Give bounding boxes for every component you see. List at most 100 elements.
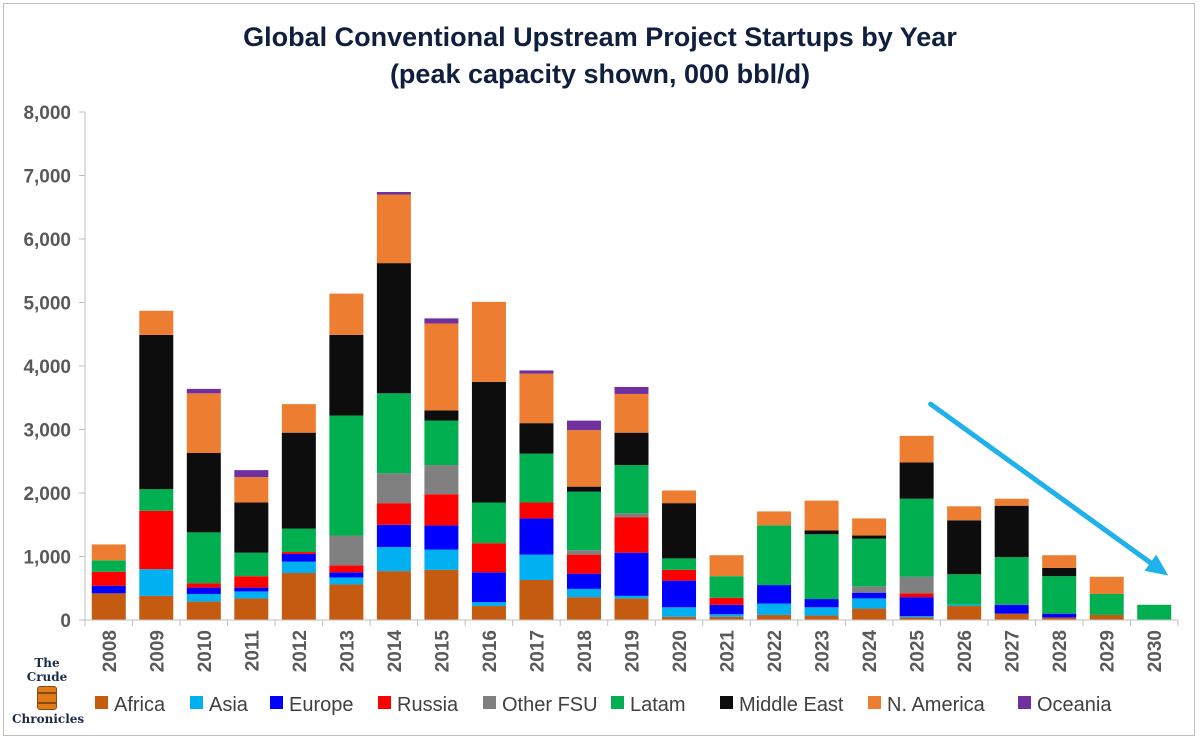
brand-line-2: Chronicles xyxy=(12,712,85,726)
y-axis: 0 1,000 2,000 3,000 4,000 5,000 6,000 7,000 8,00… xyxy=(23,103,86,632)
bar-segment xyxy=(709,555,744,577)
arrow-head xyxy=(1144,554,1169,576)
bar-segment xyxy=(424,323,459,411)
bar-segment xyxy=(1089,576,1124,594)
bar-segment xyxy=(471,572,506,603)
bar-segment xyxy=(852,598,887,609)
x-tick-label: 2028 xyxy=(1050,630,1071,672)
bar-segment xyxy=(329,584,364,620)
bar-segment xyxy=(329,293,364,335)
legend: Africa Asia Europe Russia Other FSU Latam Midd… xyxy=(95,694,1112,716)
bar-segment xyxy=(1089,614,1124,620)
x-tick-label: 2027 xyxy=(1003,630,1024,672)
bar-segment xyxy=(566,588,601,598)
legend-swatch xyxy=(720,696,733,709)
x-tick-label: 2016 xyxy=(480,630,501,672)
bar-segment xyxy=(376,503,411,525)
x-tick-label: 2008 xyxy=(100,630,121,672)
bar-segment xyxy=(1042,555,1077,568)
bar-segment xyxy=(1042,617,1077,620)
bar-segment xyxy=(994,498,1029,506)
bar-segment xyxy=(329,577,364,585)
bar-segment xyxy=(424,420,459,466)
bars xyxy=(91,192,1172,620)
bar-segment xyxy=(424,465,459,495)
bar-segment xyxy=(234,502,269,553)
x-tick-label: 2009 xyxy=(147,630,168,672)
bar-segment xyxy=(852,535,887,539)
bar-segment xyxy=(1089,593,1124,615)
bar-segment xyxy=(91,560,126,572)
bar-segment xyxy=(709,576,744,598)
y-tick-label: 6,000 xyxy=(23,230,71,251)
x-tick-label: 2025 xyxy=(908,630,929,673)
bar-segment xyxy=(947,520,982,575)
bar-segment xyxy=(234,470,269,478)
bar-segment xyxy=(614,432,649,466)
x-tick-label: 2010 xyxy=(195,630,216,672)
y-tick-label: 7,000 xyxy=(23,167,71,188)
bar-segment xyxy=(662,558,697,570)
bar-segment xyxy=(376,546,411,572)
bar-segment xyxy=(519,579,554,620)
bar-segment xyxy=(376,473,411,504)
bar-segment xyxy=(376,263,411,394)
oil-barrel-icon xyxy=(37,686,57,710)
bar-segment xyxy=(329,535,364,566)
bar-segment xyxy=(899,576,934,594)
legend-label: Russia xyxy=(397,694,459,716)
bar-segment xyxy=(947,574,982,605)
bar-segment xyxy=(186,532,221,584)
x-tick-label: 2026 xyxy=(955,630,976,672)
x-tick-label: 2017 xyxy=(527,630,548,672)
bar-segment xyxy=(186,393,221,453)
bar-segment xyxy=(614,465,649,514)
bar-segment xyxy=(519,554,554,580)
legend-label: Middle East xyxy=(739,694,844,716)
bar-segment xyxy=(376,192,411,195)
bar-segment xyxy=(471,381,506,503)
bar-segment xyxy=(329,334,364,416)
x-tick-label: 2021 xyxy=(718,630,739,673)
x-tick-label: 2012 xyxy=(290,630,311,672)
bar-segment xyxy=(186,452,221,533)
bar-segment xyxy=(471,606,506,620)
x-tick-label: 2018 xyxy=(575,630,596,672)
bar-segment xyxy=(662,607,697,617)
bar-segment xyxy=(566,597,601,620)
x-tick-label: 2019 xyxy=(623,630,644,672)
bar-segment xyxy=(757,614,792,620)
x-tick-label: 2013 xyxy=(337,630,358,672)
x-tick-label: 2022 xyxy=(765,630,786,672)
bar-segment xyxy=(329,572,364,578)
bar-segment xyxy=(614,598,649,620)
bar-segment xyxy=(899,597,934,617)
x-tick-label: 2020 xyxy=(670,630,691,672)
bar-segment xyxy=(186,593,221,602)
bar-segment xyxy=(614,595,649,599)
bar-segment xyxy=(281,553,316,562)
y-tick-label: 5,000 xyxy=(23,294,71,315)
bar-segment xyxy=(757,511,792,526)
x-tick-label: 2014 xyxy=(385,630,406,673)
y-tick-label: 2,000 xyxy=(23,484,71,505)
bar-segment xyxy=(234,598,269,620)
chart-title: Global Conventional Upstream Project Sta… xyxy=(243,22,957,52)
bar-segment xyxy=(852,538,887,587)
bar-segment xyxy=(662,580,697,608)
bar-segment xyxy=(566,486,601,492)
bar-segment xyxy=(852,592,887,599)
bar-segment xyxy=(139,595,174,620)
bar-segment xyxy=(1042,576,1077,614)
bar-segment xyxy=(614,517,649,553)
bar-segment xyxy=(757,603,792,615)
bar-segment xyxy=(424,410,459,421)
bar-segment xyxy=(804,615,839,620)
bar-segment xyxy=(899,616,934,618)
bar-segment xyxy=(899,462,934,499)
bar-segment xyxy=(186,583,221,588)
bar-segment xyxy=(376,393,411,474)
bar-segment xyxy=(709,604,744,615)
bar-segment xyxy=(91,593,126,620)
